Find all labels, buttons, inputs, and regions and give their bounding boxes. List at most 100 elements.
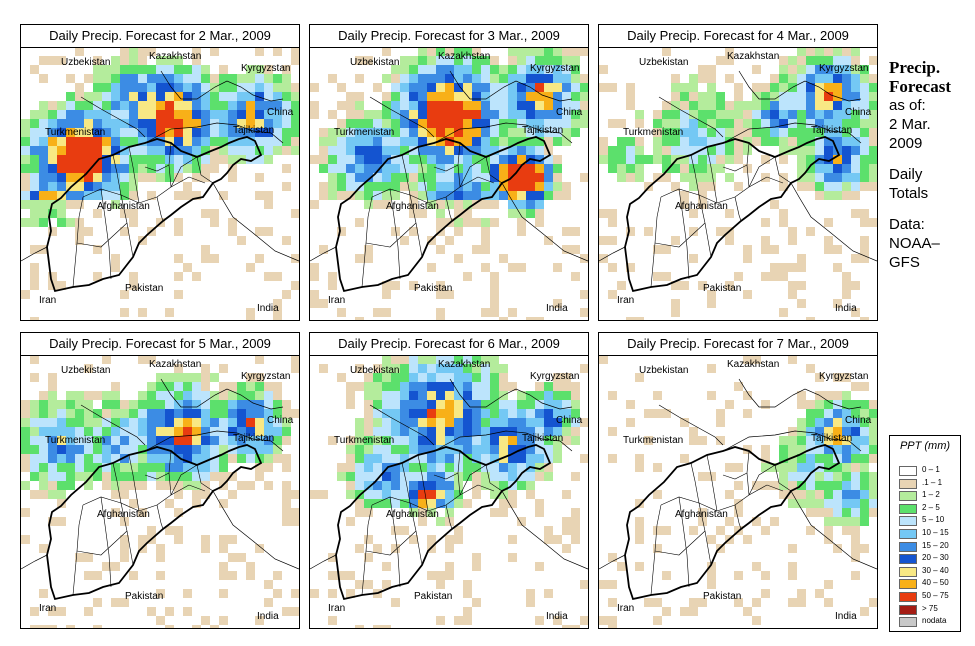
precip-cell [698,173,707,182]
precip-cell [373,110,382,119]
precip-cell [752,355,761,364]
precip-cell [851,517,860,526]
precip-cell [490,382,499,391]
province-boundary [144,472,170,480]
precip-cell [526,589,535,598]
precip-cell [445,119,454,128]
precip-cell [391,490,400,499]
precip-cell [246,146,255,155]
precip-cell [156,74,165,83]
precip-map: UzbekistanKazakhstanKyrgyzstanChinaTurkm… [310,355,588,628]
precip-cell [662,137,671,146]
precip-cell [30,317,39,320]
country-label-china: China [267,415,294,426]
precip-cell [869,481,877,490]
precip-cell [689,182,698,191]
precip-cell [815,454,824,463]
precip-cell [463,589,472,598]
precip-cell [851,436,860,445]
precip-cell [490,373,499,382]
precip-cell [553,164,562,173]
precip-cell [291,92,299,101]
precip-cell [779,472,788,481]
precip-cell [75,227,84,236]
precip-cell [806,155,815,164]
country-labels: UzbekistanKazakhstanKyrgyzstanChinaTurkm… [617,359,872,622]
precip-cell [355,146,364,155]
precip-cell [39,409,48,418]
precip-cell [671,164,680,173]
precip-cell [815,65,824,74]
precip-cell [463,218,472,227]
precip-cell [689,164,698,173]
precip-cell [129,110,138,119]
precip-cell [824,526,833,535]
precip-cell [427,391,436,400]
precip-cell [851,101,860,110]
precip-cell [472,463,481,472]
precip-cell [508,191,517,200]
province-boundary [156,196,164,222]
precip-cell [427,418,436,427]
precip-cell [355,164,364,173]
precip-cell [553,110,562,119]
precip-cell [337,155,346,164]
precip-cell [355,427,364,436]
precip-cell [815,436,824,445]
precip-cell [418,391,427,400]
precip-cell [273,445,282,454]
precip-cell [120,137,129,146]
precip-cell [391,92,400,101]
precip-cell [93,427,102,436]
forecast-panel-day-4: Daily Precip. Forecast for 5 Mar., 2009 … [20,332,300,629]
country-boundary [80,96,146,138]
precip-cell [463,155,472,164]
precip-cell [273,391,282,400]
precip-cell [337,463,346,472]
precip-cell [833,137,842,146]
precip-cell [608,391,617,400]
precip-cell [472,418,481,427]
precip-cell [273,299,282,308]
precip-cell [201,436,210,445]
precip-cell [716,137,725,146]
precip-cell [526,472,535,481]
precip-cell [752,128,761,137]
precip-cell [30,436,39,445]
afghanistan-outline [46,444,263,601]
precip-cell [165,499,174,508]
precip-cell [201,110,210,119]
precip-cell [165,400,174,409]
precip-cell [57,128,66,137]
precip-cell [806,164,815,173]
precip-cell [752,137,761,146]
precip-cell [147,164,156,173]
precip-cell [174,227,183,236]
precip-cell [400,137,409,146]
precip-cell [788,571,797,580]
precip-cell [860,481,869,490]
precip-cell [553,101,562,110]
precip-cell [490,101,499,110]
precip-cell [39,182,48,191]
precip-cell [48,56,57,65]
precip-cell [860,110,869,119]
precip-cell [761,245,770,254]
precip-cell [824,481,833,490]
precip-cell [75,173,84,182]
province-boundary [766,484,784,492]
precip-cell [129,182,138,191]
precip-cell [84,101,93,110]
precip-cell [21,146,30,155]
precip-cell [120,418,129,427]
precip-cell [111,382,120,391]
precip-cell [165,83,174,92]
precip-cell [698,182,707,191]
precip-cell [463,499,472,508]
precip-cell [66,164,75,173]
province-boundary [138,176,190,204]
legend-label: 30 – 40 [922,565,949,575]
precip-cell [779,56,788,65]
precip-cell [499,155,508,164]
precip-cell [427,499,436,508]
